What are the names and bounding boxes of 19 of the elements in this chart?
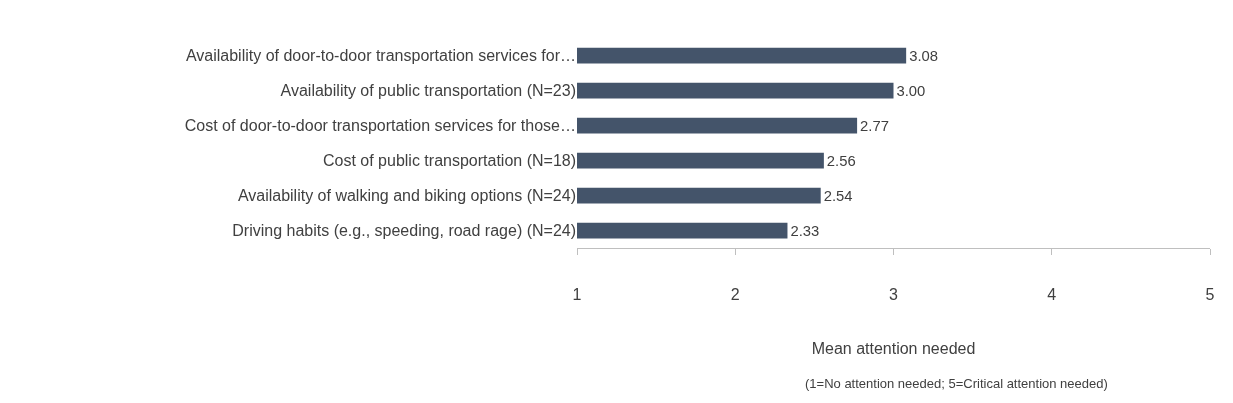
data-label: 2.33: [790, 222, 820, 239]
x-axis-title: Mean attention needed: [811, 339, 976, 357]
x-tick-label: 1: [572, 286, 582, 304]
y-tick-label: Availability of public transportation (N=23): [280, 82, 576, 100]
data-label: 2.54: [823, 187, 853, 204]
data-label: 3.00: [896, 82, 926, 99]
x-tick-label: 2: [730, 286, 740, 304]
data-label: 2.77: [860, 117, 889, 134]
x-tick-label: 3: [889, 286, 899, 304]
y-tick-label: Availability of door-to-door transportation services for…: [185, 47, 576, 65]
data-label: 3.08: [909, 47, 939, 64]
y-tick-label: Availability of walking and biking options (N=24): [237, 187, 576, 205]
y-tick-label: Cost of public transportation (N=18): [322, 152, 576, 170]
data-label: 2.56: [826, 152, 856, 169]
x-tick-label: 5: [1205, 286, 1215, 304]
text: (1=No attention needed; 5=Critical attention needed): [805, 376, 1108, 391]
x-tick-label: 4: [1047, 286, 1057, 304]
y-tick-label: Cost of door-to-door transportation services for those…: [184, 117, 576, 135]
y-tick-label: Driving habits (e.g., speeding, road rage) (N=24): [232, 222, 576, 240]
